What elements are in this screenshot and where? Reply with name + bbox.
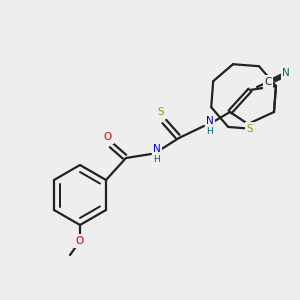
Text: O: O (76, 236, 84, 246)
Text: C: C (264, 77, 272, 87)
Text: H: H (154, 155, 160, 164)
Text: H: H (207, 128, 213, 136)
Text: N: N (153, 144, 161, 154)
Text: N: N (206, 116, 214, 126)
Text: N: N (282, 68, 290, 78)
Text: S: S (247, 124, 253, 134)
Text: S: S (158, 107, 164, 117)
Text: O: O (104, 132, 112, 142)
